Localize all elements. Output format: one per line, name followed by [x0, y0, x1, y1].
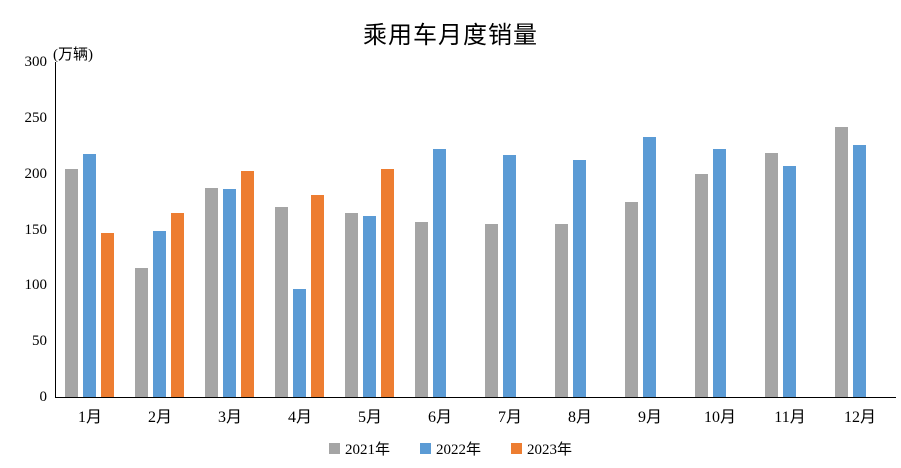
x-axis-label: 1月: [77, 409, 102, 426]
bar-group: [126, 62, 196, 397]
bar-group: [56, 62, 126, 397]
bar-group: [476, 62, 546, 397]
y-axis-tick-label: 50: [32, 333, 47, 350]
bar-group: [826, 62, 896, 397]
legend-item-2023年: 2023年: [511, 438, 572, 459]
bar-2021年-5月: [345, 212, 358, 397]
bar-2021年-3月: [205, 188, 218, 397]
bar-2022年-11月: [783, 165, 796, 397]
bar-2023年-1月: [101, 232, 114, 397]
bar-2022年-8月: [573, 160, 586, 397]
legend-label: 2023年: [527, 442, 573, 458]
bar-2021年-12月: [835, 126, 848, 397]
bar-group: [336, 62, 406, 397]
bar-2022年-6月: [433, 149, 446, 397]
legend-item-2022年: 2022年: [419, 438, 481, 459]
bar-2023年-2月: [171, 212, 184, 397]
bar-2022年-10月: [713, 149, 726, 397]
x-axis-label: 10月: [703, 409, 736, 426]
bar-2021年-11月: [765, 152, 778, 397]
bar-2021年-7月: [485, 223, 498, 397]
y-axis-tick-labels: 0 50 100 150 200 250 300: [0, 54, 48, 405]
bar-2023年-3月: [241, 171, 254, 397]
legend-marker-icon: [511, 443, 522, 454]
legend-item-2021年: 2021年: [328, 438, 390, 459]
x-axis-label: 6月: [427, 409, 452, 426]
x-axis-labels: 1月 2月 3月 4月 5月 6月 7月 8月 9月 10月 11月 12月: [55, 403, 895, 427]
y-axis-tick-label: 0: [39, 389, 48, 405]
bar-group: [686, 62, 756, 397]
bar-2022年-9月: [643, 136, 656, 397]
chart-title: 乘用车月度销量: [363, 23, 538, 49]
bar-2022年-1月: [83, 153, 96, 397]
x-axis-label: 12月: [843, 409, 876, 426]
bar-2021年-6月: [415, 221, 428, 397]
x-axis-label: 7月: [497, 409, 522, 426]
bar-2022年-7月: [503, 154, 516, 397]
y-axis-tick-label: 250: [24, 109, 48, 126]
y-axis-tick-label: 200: [24, 165, 48, 182]
plot-area: [55, 62, 896, 398]
bar-2022年-5月: [363, 216, 376, 397]
y-axis-tick-label: 100: [24, 277, 48, 294]
bar-group: [196, 62, 266, 397]
bar-2021年-2月: [135, 267, 148, 397]
y-axis-tick-label: 300: [24, 54, 48, 70]
bar-2022年-2月: [153, 230, 166, 397]
x-axis-label: 5月: [357, 409, 382, 426]
y-axis-unit-label: (万辆): [53, 47, 93, 63]
x-axis-label: 3月: [217, 409, 242, 426]
bar-group: [406, 62, 476, 397]
bar-2021年-8月: [555, 223, 568, 397]
bar-2021年-1月: [65, 169, 78, 397]
x-axis-label: 9月: [637, 409, 662, 426]
bar-2023年-4月: [311, 194, 324, 397]
y-axis-tick-label: 150: [24, 221, 48, 238]
x-axis-label: 2月: [147, 409, 172, 426]
bar-2021年-10月: [695, 173, 708, 397]
x-axis-label: 8月: [567, 409, 592, 426]
bar-2021年-9月: [625, 201, 638, 397]
bar-group: [616, 62, 686, 397]
legend: 2021年 2022年 2023年: [0, 438, 901, 459]
bar-2021年-4月: [275, 207, 288, 397]
x-axis-label: 4月: [287, 409, 312, 426]
legend-marker-icon: [419, 443, 431, 454]
legend-label: 2021年: [344, 442, 390, 458]
x-axis-label: 11月: [774, 409, 806, 426]
bar-2022年-12月: [853, 144, 866, 397]
bar-2023年-5月: [381, 169, 394, 397]
bar-group: [266, 62, 336, 397]
legend-label: 2022年: [435, 442, 481, 458]
bar-group: [546, 62, 616, 397]
bar-group: [756, 62, 826, 397]
bar-2022年-4月: [293, 288, 306, 397]
legend-marker-icon: [328, 443, 340, 454]
bar-2022年-3月: [223, 189, 236, 397]
